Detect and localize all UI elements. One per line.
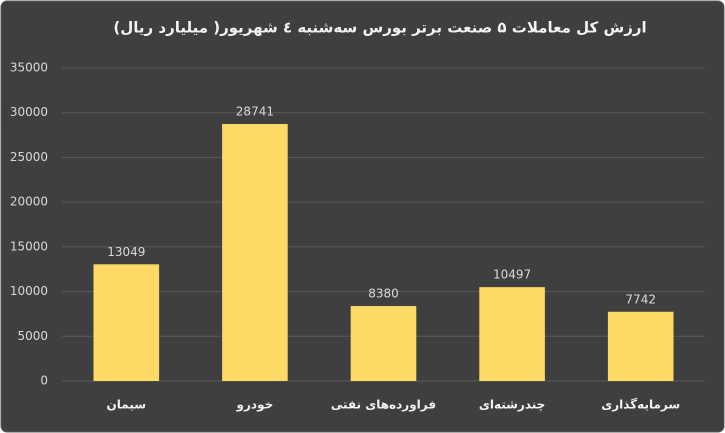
x-tick-label: سیمان <box>107 398 147 412</box>
y-tick-label: 20000 <box>10 195 48 209</box>
y-tick-label: 0 <box>40 374 48 388</box>
x-tick-label: چندرشته‌ای <box>479 398 545 412</box>
value-label: 28741 <box>236 104 274 118</box>
y-tick-label: 10000 <box>10 284 48 298</box>
bar <box>607 311 674 381</box>
y-tick-label: 30000 <box>10 105 48 119</box>
value-label: 7742 <box>625 292 656 306</box>
bar <box>93 264 160 381</box>
y-tick-label: 35000 <box>10 61 48 75</box>
y-tick-label: 5000 <box>17 329 48 343</box>
y-tick-label: 25000 <box>10 150 48 164</box>
value-label: 13049 <box>107 245 145 259</box>
x-tick-label: فراورده‌های نفتی <box>331 398 436 413</box>
chart-title: ارزش کل معاملات ۵ صنعت برتر بورس سه‌شنبه… <box>113 19 646 37</box>
value-label: 10497 <box>493 268 531 282</box>
y-tick-label: 15000 <box>10 239 48 253</box>
value-label: 8380 <box>368 287 399 301</box>
x-tick-label: خودرو <box>236 398 274 413</box>
bar <box>350 306 417 381</box>
bar <box>222 123 288 382</box>
bar <box>479 287 545 381</box>
x-tick-label: سرمایه‌گذاری <box>601 398 680 412</box>
